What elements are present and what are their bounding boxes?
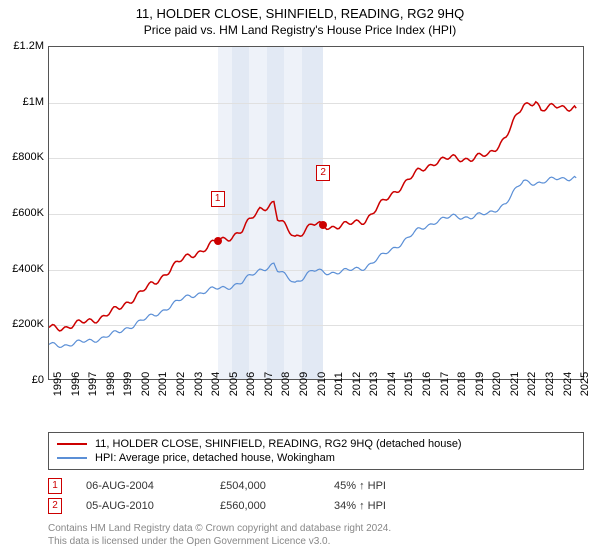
x-tick-label: 2009: [298, 372, 310, 396]
sale-dot: [214, 237, 222, 245]
x-tick-label: 2002: [175, 372, 187, 396]
y-tick-label: £400K: [12, 263, 44, 275]
titles: 11, HOLDER CLOSE, SHINFIELD, READING, RG…: [0, 0, 600, 37]
y-tick-label: £200K: [12, 318, 44, 330]
x-tick-label: 2022: [526, 372, 538, 396]
footer-attribution: Contains HM Land Registry data © Crown c…: [48, 522, 584, 548]
sales-table: 1 06-AUG-2004 £504,000 45% ↑ HPI 2 05-AUG-201…: [48, 476, 584, 516]
legend-swatch: [57, 443, 87, 445]
sale-date: 06-AUG-2004: [86, 480, 196, 492]
x-tick-label: 2010: [316, 372, 328, 396]
y-tick-label: £1M: [23, 96, 44, 108]
footer-line-2: This data is licensed under the Open Gov…: [48, 535, 584, 548]
x-tick-label: 2003: [193, 372, 205, 396]
x-tick-label: 2008: [280, 372, 292, 396]
x-tick-label: 1996: [70, 372, 82, 396]
sale-date: 05-AUG-2010: [86, 500, 196, 512]
legend-label: 11, HOLDER CLOSE, SHINFIELD, READING, RG…: [95, 438, 462, 450]
x-tick-label: 2013: [368, 372, 380, 396]
y-tick-label: £0: [32, 374, 44, 386]
x-tick-label: 2020: [491, 372, 503, 396]
footer-line-1: Contains HM Land Registry data © Crown c…: [48, 522, 584, 535]
x-tick-label: 2023: [544, 372, 556, 396]
x-tick-label: 2016: [421, 372, 433, 396]
x-tick-label: 2001: [157, 372, 169, 396]
legend: 11, HOLDER CLOSE, SHINFIELD, READING, RG…: [48, 432, 584, 470]
x-tick-label: 1999: [122, 372, 134, 396]
sale-delta: 34% ↑ HPI: [334, 500, 424, 512]
sale-price: £560,000: [220, 500, 310, 512]
x-tick-label: 2004: [210, 372, 222, 396]
x-tick-label: 2019: [474, 372, 486, 396]
chart-container: 11, HOLDER CLOSE, SHINFIELD, READING, RG…: [0, 0, 600, 560]
chart-title: 11, HOLDER CLOSE, SHINFIELD, READING, RG…: [0, 6, 600, 21]
x-tick-label: 2006: [245, 372, 257, 396]
x-tick-label: 2021: [509, 372, 521, 396]
x-tick-label: 2000: [140, 372, 152, 396]
x-tick-label: 2015: [403, 372, 415, 396]
sale-delta: 45% ↑ HPI: [334, 480, 424, 492]
plot-area: 12: [48, 46, 584, 380]
x-tick-label: 2024: [562, 372, 574, 396]
sale-price: £504,000: [220, 480, 310, 492]
x-tick-label: 2005: [228, 372, 240, 396]
x-tick-label: 2017: [439, 372, 451, 396]
sale-row-marker: 1: [48, 478, 62, 494]
y-tick-label: £1.2M: [13, 40, 44, 52]
sale-row: 2 05-AUG-2010 £560,000 34% ↑ HPI: [48, 496, 584, 516]
sale-marker-box: 1: [211, 191, 225, 207]
x-tick-label: 2012: [351, 372, 363, 396]
sale-row: 1 06-AUG-2004 £504,000 45% ↑ HPI: [48, 476, 584, 496]
legend-row: HPI: Average price, detached house, Woki…: [57, 451, 575, 465]
y-tick-label: £600K: [12, 207, 44, 219]
legend-row: 11, HOLDER CLOSE, SHINFIELD, READING, RG…: [57, 437, 575, 451]
sale-row-marker: 2: [48, 498, 62, 514]
x-tick-label: 1997: [87, 372, 99, 396]
series-hpi: [49, 176, 576, 347]
line-series-svg: [49, 47, 585, 381]
x-tick-label: 2025: [579, 372, 591, 396]
x-tick-label: 2014: [386, 372, 398, 396]
series-property: [49, 102, 576, 331]
x-tick-label: 1995: [52, 372, 64, 396]
chart-subtitle: Price paid vs. HM Land Registry's House …: [0, 23, 600, 37]
y-tick-label: £800K: [12, 151, 44, 163]
x-tick-label: 2018: [456, 372, 468, 396]
legend-swatch: [57, 457, 87, 459]
sale-marker-box: 2: [316, 165, 330, 181]
sale-dot: [319, 221, 327, 229]
legend-label: HPI: Average price, detached house, Woki…: [95, 452, 335, 464]
x-tick-label: 2007: [263, 372, 275, 396]
x-tick-label: 2011: [333, 372, 345, 396]
x-tick-label: 1998: [105, 372, 117, 396]
